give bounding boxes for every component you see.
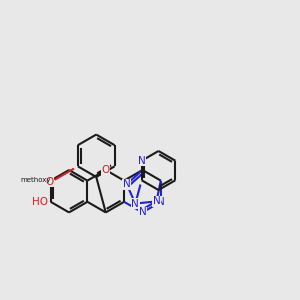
Text: N: N xyxy=(131,199,139,208)
Text: N: N xyxy=(139,207,146,218)
Text: N: N xyxy=(138,156,146,166)
Text: methoxy: methoxy xyxy=(20,178,51,184)
Text: O: O xyxy=(102,165,110,175)
Text: O: O xyxy=(45,177,53,187)
Text: N: N xyxy=(123,179,130,189)
Text: HO: HO xyxy=(32,197,48,207)
Text: N: N xyxy=(152,196,160,206)
Text: N: N xyxy=(157,197,165,207)
